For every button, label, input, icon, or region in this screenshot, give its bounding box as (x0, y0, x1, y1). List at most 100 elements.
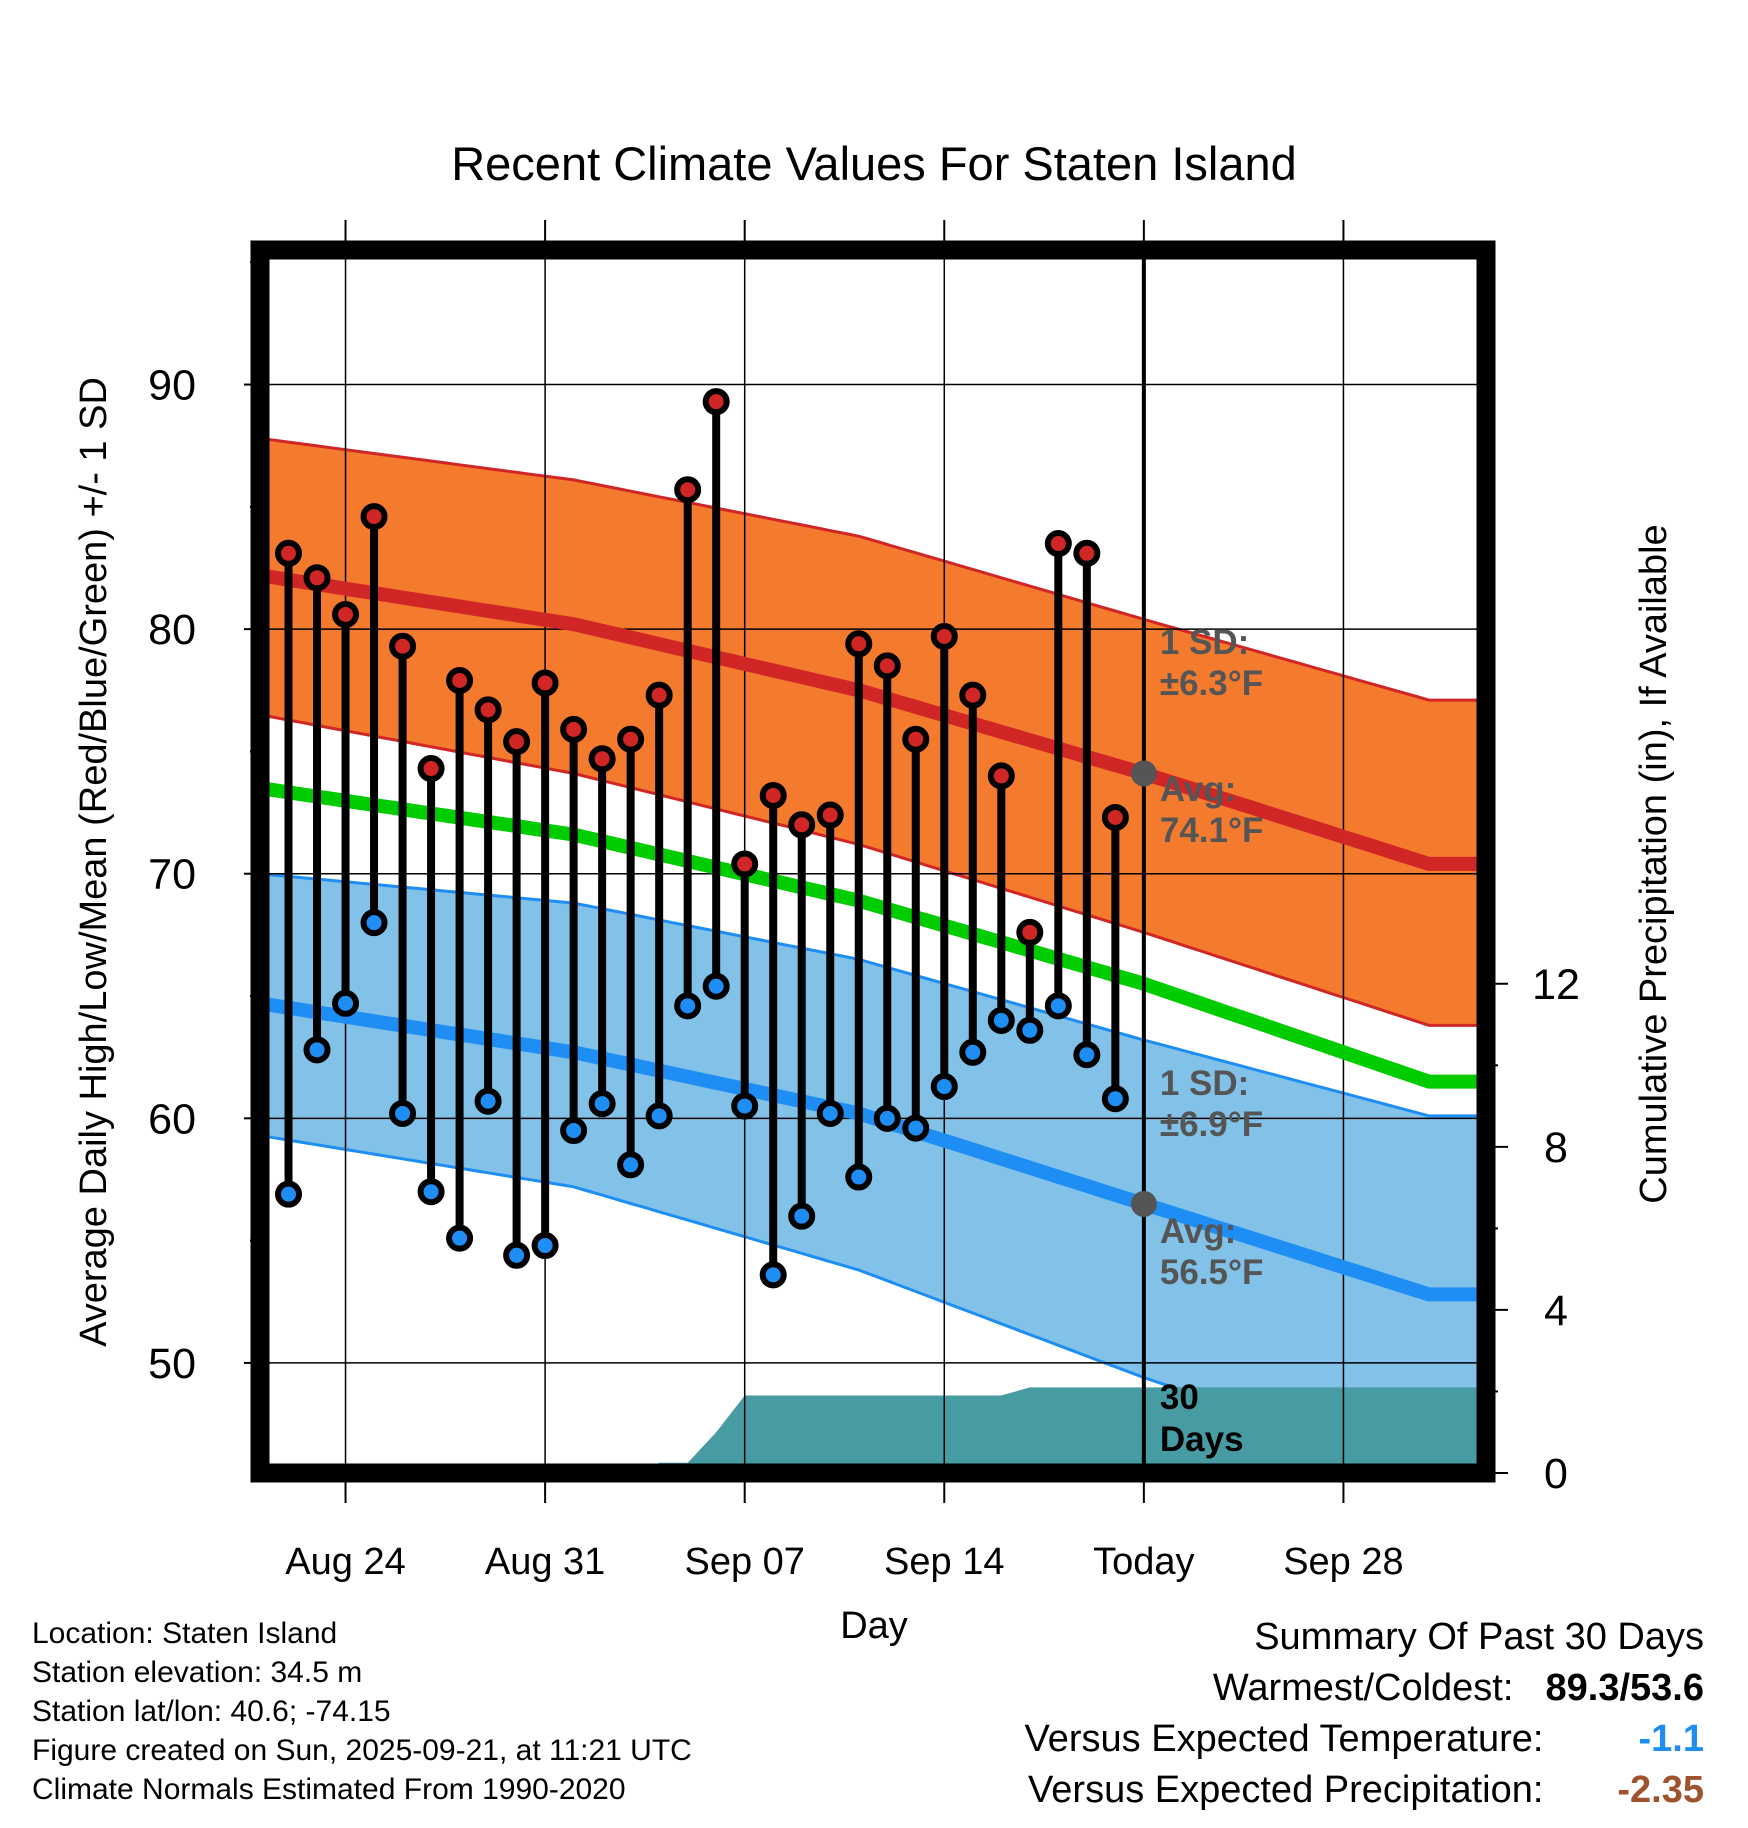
daily-high-dot (389, 632, 417, 660)
daily-low-dot (531, 1232, 559, 1260)
daily-high-dot (332, 600, 360, 628)
precip-label: Versus Expected Precipitation: (1028, 1769, 1544, 1811)
days-word-label: Days (1160, 1420, 1244, 1459)
daily-low-dot (1073, 1041, 1101, 1069)
daily-low-dot (1016, 1016, 1044, 1044)
daily-low-dot (788, 1202, 816, 1230)
mean-line (260, 781, 1486, 1089)
daily-high-dot (474, 696, 502, 724)
high-lower-edge (260, 713, 1486, 1027)
x-tick-label: Sep 07 (684, 1541, 804, 1583)
daily-high-dot (1101, 803, 1129, 831)
daily-high-dot (845, 630, 873, 658)
daily-low-dot (303, 1036, 331, 1064)
daily-low-dot (873, 1104, 901, 1132)
daily-high-dot (759, 781, 787, 809)
warmest-sep: / (1619, 1667, 1631, 1709)
daily-low-dot (474, 1087, 502, 1115)
daily-low-dot (446, 1224, 474, 1252)
daily-low-dot (360, 909, 388, 937)
low-avg-label: Avg: (1160, 1212, 1236, 1251)
daily-low-dot (417, 1178, 445, 1206)
y-tick-label: 60 (148, 1095, 196, 1143)
daily-high-dot (417, 755, 445, 783)
daily-low-dot (275, 1180, 303, 1208)
daily-high-dot (959, 681, 987, 709)
daily-low-dot (1044, 992, 1072, 1020)
daily-high-dot (560, 715, 588, 743)
warmest-value: 89.3 (1545, 1667, 1620, 1709)
location-text: Location: Staten Island (32, 1617, 338, 1650)
summary-panel: Summary Of Past 30 Days Warmest/Coldest:… (1025, 1612, 1704, 1816)
created-text: Figure created on Sun, 2025-09-21, at 11… (32, 1734, 692, 1767)
daily-high-dot (873, 652, 901, 680)
daily-low-dot (1101, 1085, 1129, 1113)
daily-low-dot (959, 1038, 987, 1066)
high-sd-band (260, 438, 1486, 1026)
low-sd-label: 1 SD: (1160, 1064, 1249, 1103)
daily-low-dot (816, 1099, 844, 1127)
daily-high-dot (588, 745, 616, 773)
y2-tick-label: 12 (1532, 961, 1580, 1009)
x-tick-label: Sep 14 (884, 1541, 1004, 1583)
y2-tick-label: 0 (1544, 1450, 1568, 1498)
daily-high-dot (731, 850, 759, 878)
warmest-label: Warmest/Coldest: (1212, 1667, 1514, 1709)
daily-low-dot (617, 1151, 645, 1179)
daily-high-dot (1044, 530, 1072, 558)
high-upper-edge (260, 436, 1486, 702)
elevation-text: Station elevation: 34.5 m (32, 1656, 363, 1689)
daily-low-dot (731, 1092, 759, 1120)
daily-high-dot (1073, 539, 1101, 567)
x-tick-label: Aug 31 (485, 1541, 605, 1583)
daily-low-dot (503, 1241, 531, 1269)
coldest-value: 53.6 (1630, 1667, 1704, 1709)
plot-frame (250, 240, 1496, 1483)
daily-low-dot (560, 1117, 588, 1145)
station-info: Location: Staten Island Station elevatio… (32, 1614, 692, 1809)
temp-value: -1.1 (1638, 1718, 1704, 1760)
high-avg-line (260, 568, 1486, 871)
x-tick-label: Aug 24 (285, 1541, 405, 1583)
daily-low-dot (332, 989, 360, 1017)
precip-value: -2.35 (1617, 1769, 1704, 1811)
low-sd-value: ±6.9°F (1160, 1105, 1263, 1144)
summary-warmest-row: Warmest/Coldest: 89.3/53.6 (1025, 1663, 1704, 1714)
daily-low-dot (702, 972, 730, 1000)
x-axis-label: Day (840, 1605, 908, 1647)
daily-high-dot (674, 476, 702, 504)
y2-tick-label: 4 (1544, 1287, 1568, 1335)
daily-low-dot (674, 992, 702, 1020)
daily-low-dot (645, 1102, 673, 1130)
y-tick-label: 50 (148, 1340, 196, 1388)
daily-low-dot (389, 1099, 417, 1127)
daily-low-dot (902, 1114, 930, 1142)
high-sd-label: 1 SD: (1160, 623, 1249, 662)
y-tick-label: 80 (148, 606, 196, 654)
daily-low-dot (588, 1090, 616, 1118)
daily-high-dot (360, 503, 388, 531)
y2-tick-label: 8 (1544, 1124, 1568, 1172)
y-tick-label: 90 (148, 362, 196, 410)
today-low-marker (1130, 1190, 1157, 1217)
daily-low-dot (930, 1073, 958, 1101)
daily-high-dot (902, 725, 930, 753)
daily-low-dot (987, 1006, 1015, 1034)
daily-high-dot (816, 801, 844, 829)
high-avg-value: 74.1°F (1160, 811, 1264, 850)
daily-high-dot (531, 669, 559, 697)
latlon-text: Station lat/lon: 40.6; -74.15 (32, 1695, 391, 1728)
y2-axis-label: Cumulative Precipitation (in), If Availa… (1633, 524, 1675, 1203)
daily-low-dot (845, 1163, 873, 1191)
summary-precip-row: Versus Expected Precipitation: -2.35 (1025, 1765, 1704, 1816)
days-count-label: 30 (1160, 1378, 1199, 1417)
x-tick-label: Sep 28 (1283, 1541, 1403, 1583)
high-sd-value: ±6.3°F (1160, 664, 1263, 703)
daily-high-dot (702, 388, 730, 416)
precip-area (260, 1387, 1486, 1473)
chart-title: Recent Climate Values For Staten Island (451, 137, 1297, 190)
low-avg-line (260, 996, 1486, 1302)
y-tick-label: 70 (148, 851, 196, 899)
daily-low-dot (759, 1261, 787, 1289)
high-avg-label: Avg: (1160, 770, 1236, 809)
